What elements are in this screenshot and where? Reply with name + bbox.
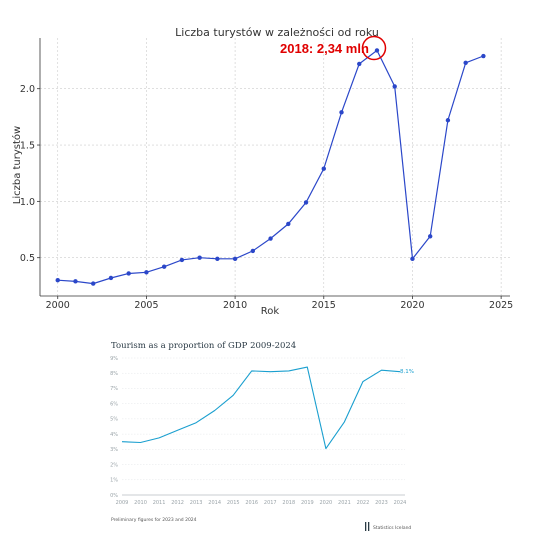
y-tick-label: 2.0 <box>20 84 35 95</box>
axes <box>37 38 510 299</box>
statistics-iceland-logo-icon <box>365 522 370 531</box>
data-point <box>268 236 273 241</box>
data-point <box>55 278 60 283</box>
chart-title: Tourism as a proportion of GDP 2009-2024 <box>111 341 296 351</box>
y-tick-label: 0% <box>110 493 118 499</box>
data-point <box>481 53 486 59</box>
tick-labels: 0% 1% 2% 3% 4% 5% 6% 7% 8% 9% 2009 2010 2011 2012 2013… <box>110 356 406 506</box>
y-tick-label: 7% <box>110 386 118 392</box>
data-point <box>392 84 397 89</box>
x-tick-label: 2016 <box>245 500 258 506</box>
peak-annotation: 2018: 2,34 mln <box>280 41 369 56</box>
data-point <box>410 256 415 262</box>
source-label: Statistics Iceland <box>373 525 411 531</box>
data-point <box>463 60 468 65</box>
x-tick-label: 2020 <box>400 300 424 311</box>
y-tick-label: 8% <box>110 371 118 377</box>
y-tick-label: 9% <box>110 356 118 362</box>
x-tick-label: 2021 <box>338 500 351 506</box>
x-tick-label: 2020 <box>319 500 332 506</box>
data-point <box>144 270 149 275</box>
x-tick-label: 2009 <box>116 500 129 506</box>
series-line <box>121 366 401 450</box>
tourists-chart: 2000 2005 2010 2015 2020 2025 0.5 1.0 1.5 2.0 Lic… <box>11 26 513 317</box>
x-tick-label: 2014 <box>208 500 221 506</box>
data-point <box>303 200 309 205</box>
data-point <box>108 275 114 281</box>
y-tick-label: 4% <box>110 432 118 438</box>
data-point <box>357 61 362 67</box>
y-tick-label: 5% <box>110 417 118 423</box>
x-tick-label: 2019 <box>301 500 314 506</box>
data-point <box>232 256 238 262</box>
series <box>121 366 401 450</box>
series <box>55 48 486 286</box>
data-point <box>161 264 167 269</box>
data-point <box>374 48 380 53</box>
peak-highlight-circle <box>361 35 387 61</box>
gridlines <box>122 357 405 496</box>
data-point <box>73 279 78 284</box>
x-tick-label: 2015 <box>312 300 336 311</box>
y-tick-label: 3% <box>110 447 118 453</box>
x-tick-label: 2023 <box>375 500 388 506</box>
x-tick-label: 2015 <box>227 500 240 506</box>
footnote: Preliminary figures for 2023 and 2024 <box>111 517 197 523</box>
y-tick-label: 1.5 <box>20 141 35 152</box>
data-point <box>197 255 202 260</box>
data-point <box>126 271 131 276</box>
data-point <box>286 221 291 227</box>
x-tick-label: 2011 <box>153 500 166 506</box>
data-point <box>250 248 256 254</box>
x-tick-label: 2017 <box>264 500 277 506</box>
x-tick-label: 2024 <box>394 500 407 506</box>
data-point <box>215 256 220 262</box>
x-tick-label: 2022 <box>357 500 370 506</box>
y-tick-label: 0.5 <box>20 253 35 264</box>
data-point <box>91 281 96 286</box>
x-tick-label: 2000 <box>46 300 70 311</box>
chart-title: Liczba turystów w zależności od roku <box>175 26 379 39</box>
x-tick-label: 2013 <box>190 500 203 506</box>
data-point <box>179 257 185 263</box>
x-tick-label: 2018 <box>282 500 295 506</box>
y-tick-label: 1% <box>110 478 118 484</box>
x-axis-label: Rok <box>261 306 280 317</box>
y-tick-label: 6% <box>110 401 118 407</box>
x-tick-label: 2005 <box>134 300 158 311</box>
data-point <box>445 118 451 123</box>
x-tick-label: 2010 <box>134 500 147 506</box>
y-tick-label: 2% <box>110 462 118 468</box>
data-point <box>321 166 326 171</box>
data-point <box>339 110 344 115</box>
y-axis-label: Liczba turystów <box>11 126 23 204</box>
end-value-label: 8.1% <box>400 369 414 375</box>
y-tick-label: 1.0 <box>20 197 35 208</box>
tick-labels: 2000 2005 2010 2015 2020 2025 0.5 1.0 1.5 2.0 <box>20 84 513 311</box>
data-point <box>427 234 433 239</box>
x-tick-label: 2012 <box>171 500 184 506</box>
x-tick-label: 2010 <box>223 300 247 311</box>
x-tick-label: 2025 <box>489 300 513 311</box>
